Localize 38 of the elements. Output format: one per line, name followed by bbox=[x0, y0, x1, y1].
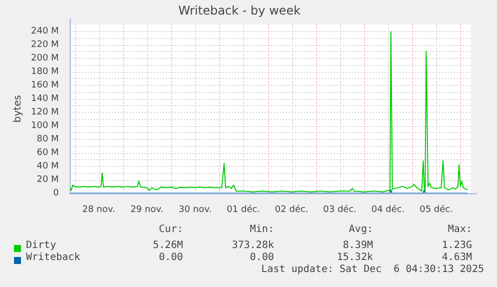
y-tick-label: 40 M bbox=[36, 162, 59, 172]
y-tick-label: 200 M bbox=[30, 54, 59, 64]
text: 0.00 bbox=[158, 252, 183, 263]
y-tick-label: 220 M bbox=[30, 40, 59, 50]
legend-label: Writeback bbox=[26, 252, 80, 263]
text: 8.39M bbox=[342, 240, 373, 251]
y-tick-label: 180 M bbox=[30, 67, 59, 78]
y-axis-title: bytes bbox=[12, 95, 24, 123]
legend-label: Dirty bbox=[26, 240, 56, 251]
x-tick-label: 30 nov. bbox=[178, 204, 212, 215]
y-tick-label: 0 bbox=[53, 188, 60, 199]
y-tick-label: 140 M bbox=[30, 94, 59, 104]
y-tick-label: 100 M bbox=[30, 121, 59, 132]
text: 15.32k bbox=[336, 252, 373, 263]
x-tick-label: 01 déc. bbox=[226, 204, 260, 215]
y-tick-label: 120 M bbox=[30, 108, 59, 118]
text: Cur: bbox=[158, 224, 183, 235]
y-tick-label: 80 M bbox=[36, 134, 59, 145]
text: 1.23G bbox=[442, 240, 472, 251]
x-tick-label: 29 nov. bbox=[130, 204, 164, 215]
y-tick-label: 240 M bbox=[30, 26, 59, 36]
text: 373.28k bbox=[232, 240, 274, 251]
text: Avg: bbox=[348, 224, 373, 235]
text: 4.63M bbox=[442, 252, 472, 263]
text: Last update: Sat Dec 6 04:30:13 2025 bbox=[261, 264, 484, 275]
text: Max: bbox=[448, 224, 472, 235]
text: 5.26M bbox=[152, 240, 183, 251]
x-tick-label: 02 déc. bbox=[274, 204, 308, 215]
x-tick-label: 03 déc. bbox=[323, 204, 357, 215]
x-tick-label: 28 nov. bbox=[82, 204, 116, 215]
text: Min: bbox=[250, 224, 274, 235]
y-tick-label: 20 M bbox=[36, 175, 59, 186]
chart-title: Writeback - by week bbox=[178, 3, 301, 18]
y-tick-label: 160 M bbox=[30, 80, 59, 91]
y-tick-label: 60 M bbox=[36, 148, 59, 158]
text: 0.00 bbox=[250, 252, 274, 263]
x-tick-label: 04 déc. bbox=[371, 204, 405, 215]
x-tick-label: 05 déc. bbox=[420, 204, 453, 215]
